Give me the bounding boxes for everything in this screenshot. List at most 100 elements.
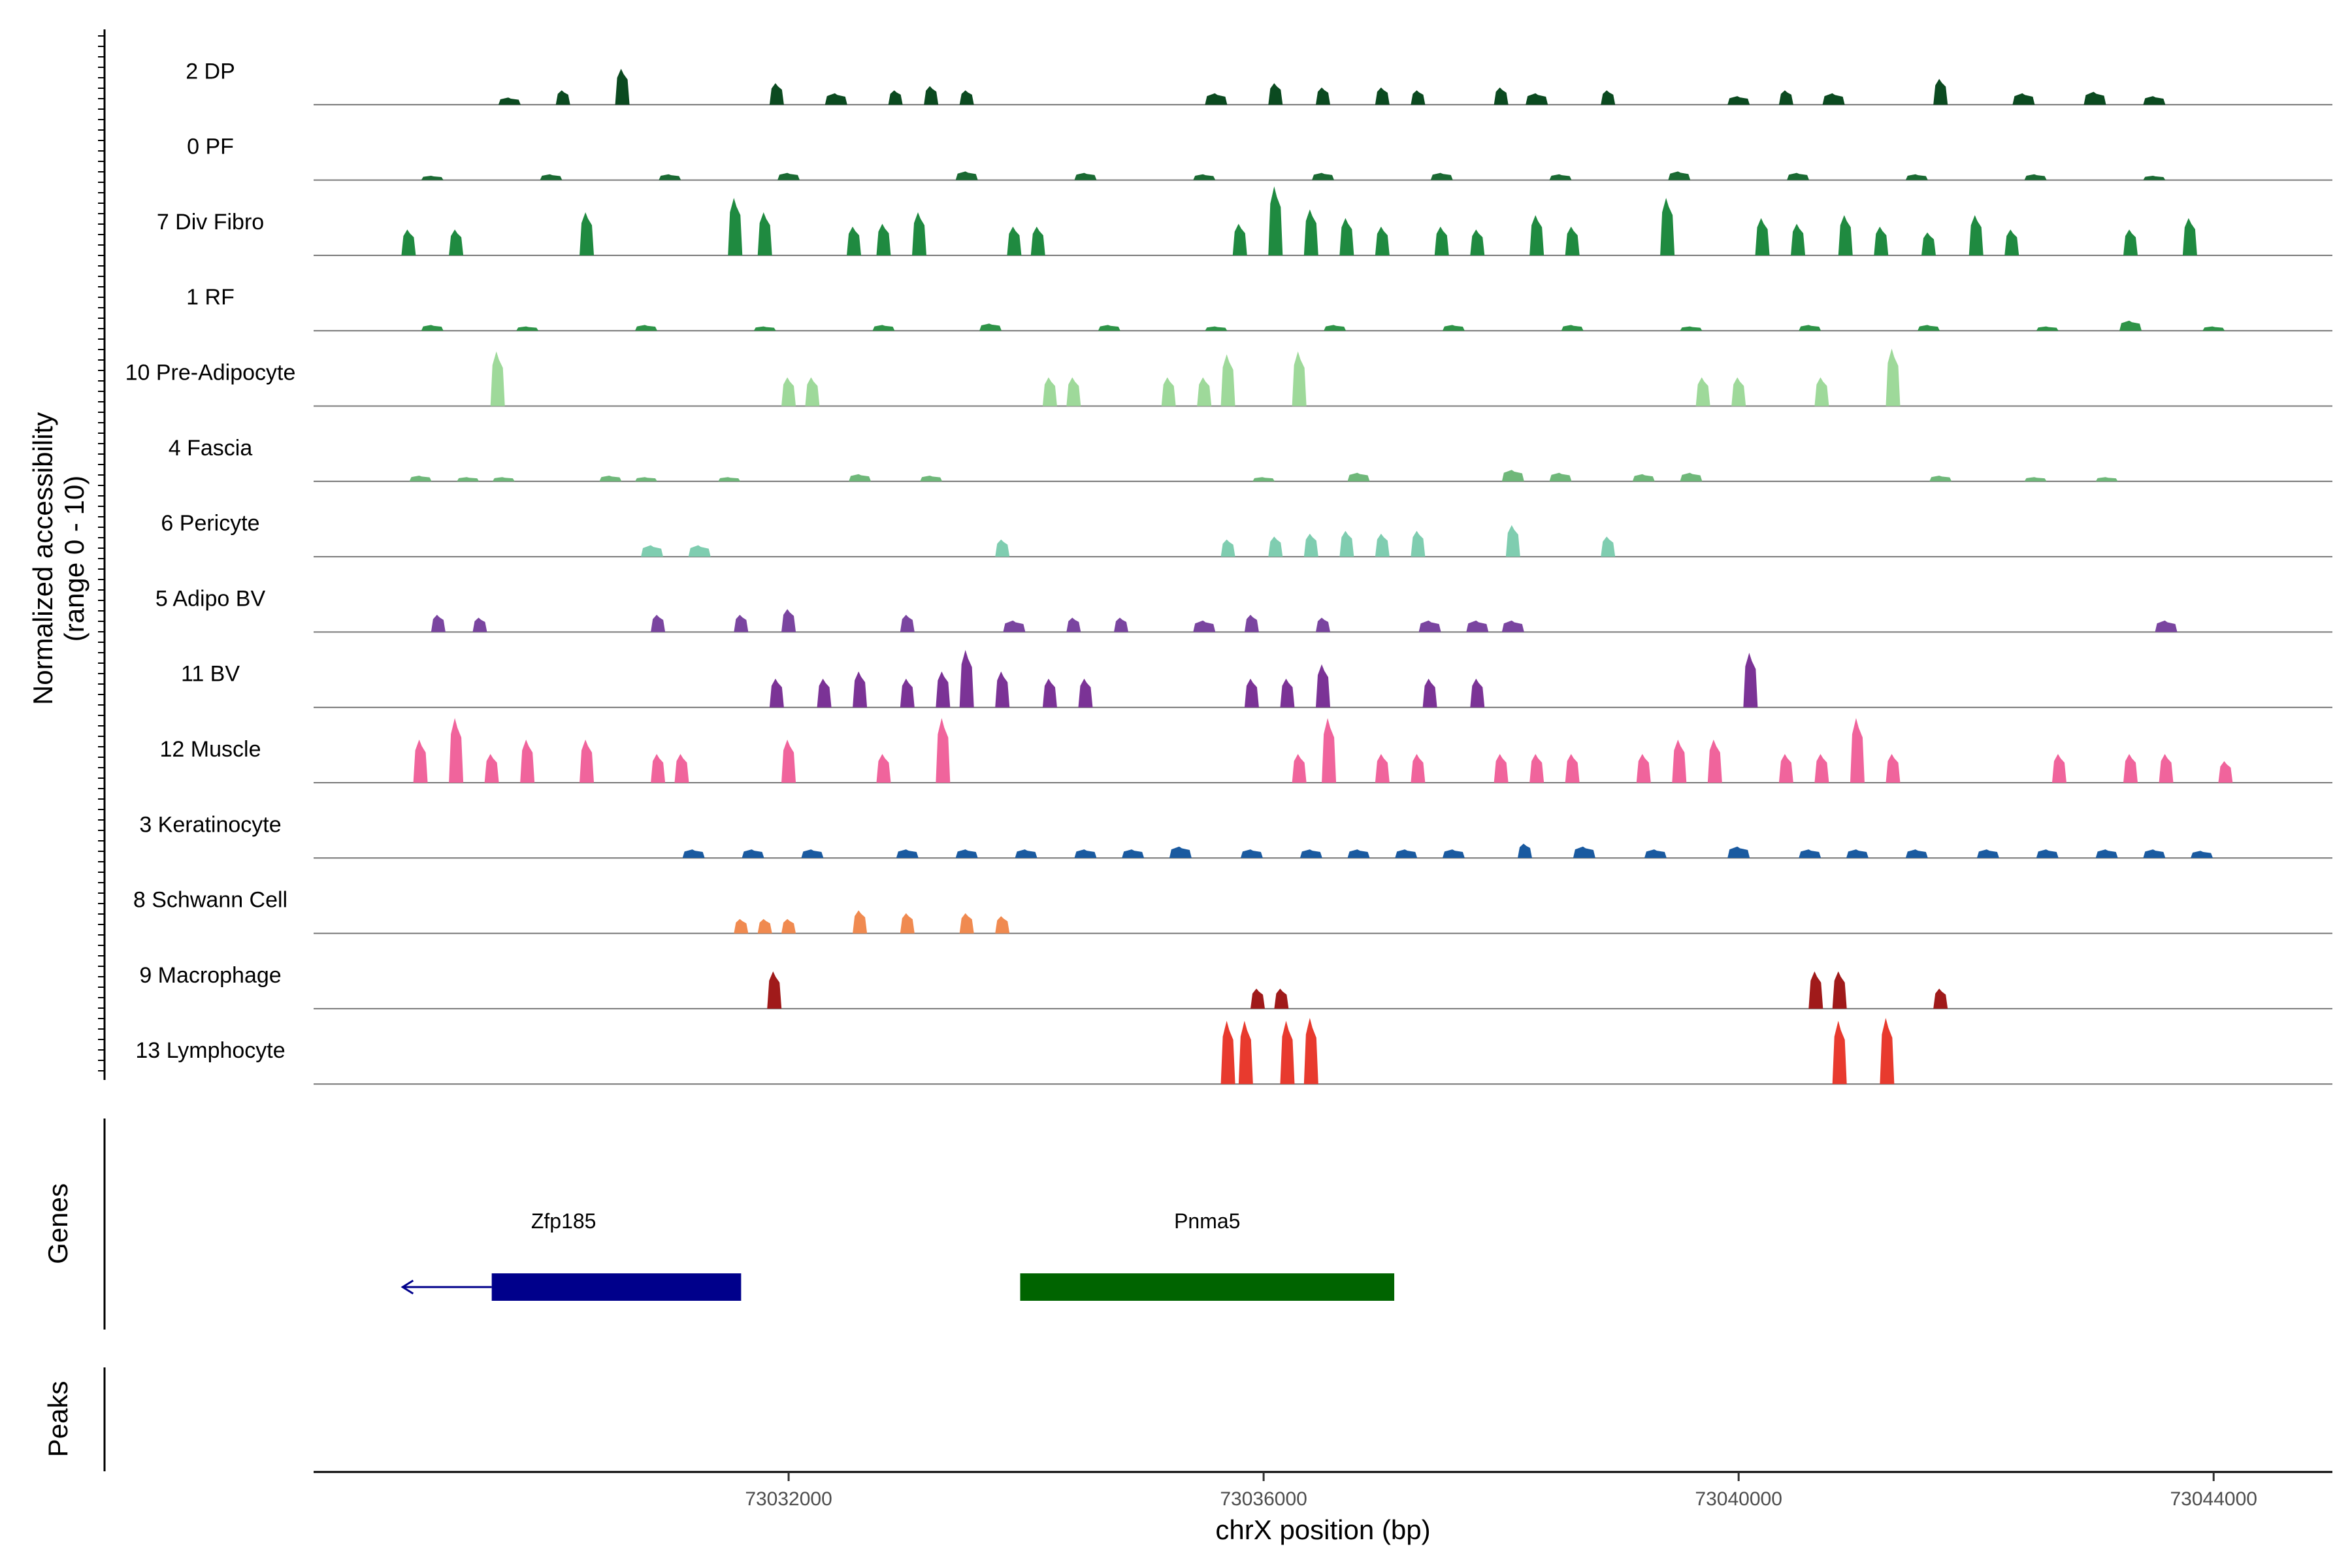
accessibility-peak (1636, 754, 1651, 783)
y-axis-title-line1: Normalized accessibility (27, 412, 58, 705)
accessibility-peak (1778, 754, 1793, 783)
accessibility-peak (457, 477, 480, 482)
accessibility-peak (767, 971, 782, 1009)
accessibility-peak (1731, 377, 1746, 406)
accessibility-peak (777, 172, 800, 180)
accessibility-peak (734, 615, 749, 632)
accessibility-peak (1015, 849, 1037, 858)
accessibility-peak (641, 545, 664, 557)
accessibility-peak (1193, 620, 1216, 632)
accessibility-peak (421, 176, 444, 180)
accessibility-peak (1078, 678, 1093, 708)
accessibility-peak (876, 223, 891, 255)
accessibility-peak (769, 678, 784, 708)
accessibility-peak (2024, 174, 2047, 180)
gene-zfp185: Zfp185 (400, 1209, 742, 1301)
accessibility-peak (753, 326, 776, 331)
accessibility-peak (1193, 174, 1216, 180)
accessibility-peak (580, 740, 595, 783)
track-label: 7 Div Fibro (157, 210, 264, 235)
accessibility-peak (1880, 1018, 1895, 1085)
accessibility-peak (492, 477, 515, 482)
accessibility-peak (1347, 849, 1370, 858)
accessibility-peak (781, 609, 796, 632)
accessibility-peak (1220, 354, 1235, 406)
accessibility-peak (2095, 477, 2118, 482)
x-tick-label: 73040000 (1695, 1488, 1782, 1510)
accessibility-peak (1505, 525, 1520, 557)
track-12-muscle: 12 Muscle (160, 718, 2332, 783)
accessibility-peak (2143, 96, 2166, 105)
accessibility-peak (1529, 215, 1544, 255)
accessibility-peak (781, 919, 796, 934)
accessibility-peak (805, 377, 820, 406)
accessibility-peak (413, 740, 428, 783)
accessibility-peak (1565, 226, 1580, 255)
accessibility-peak (1632, 474, 1655, 482)
track-13-lymphocyte: 13 Lymphocyte (135, 1018, 2332, 1085)
accessibility-peak (1549, 174, 1572, 180)
accessibility-peak (1268, 83, 1283, 105)
accessibility-peak (872, 325, 895, 331)
accessibility-peak (1799, 849, 1821, 858)
track-label: 12 Muscle (160, 737, 261, 762)
accessibility-peak (1316, 617, 1330, 632)
accessibility-peak (1918, 325, 1940, 331)
track-7-div-fibro: 7 Div Fibro (157, 186, 2332, 256)
accessibility-peak (825, 93, 847, 105)
accessibility-peak (1316, 664, 1330, 708)
track-label: 3 Keratinocyte (139, 812, 281, 837)
accessibility-peak (781, 377, 796, 406)
track-1-rf: 1 RF (186, 285, 2332, 332)
track-10-pre-adipocyte: 10 Pre-Adipocyte (125, 348, 2332, 407)
accessibility-peak (1601, 536, 1616, 557)
accessibility-peak (2012, 93, 2035, 105)
track-label: 2 DP (186, 59, 235, 84)
accessibility-peak (490, 351, 505, 406)
accessibility-peak (955, 171, 978, 180)
accessibility-peak (1292, 351, 1307, 406)
accessibility-peak (876, 754, 891, 783)
accessibility-peak (1252, 477, 1275, 482)
accessibility-peak (1411, 90, 1426, 105)
accessibility-peak (599, 476, 622, 482)
accessibility-peak (1066, 617, 1081, 632)
gene-label: Pnma5 (1174, 1209, 1240, 1233)
track-9-macrophage: 9 Macrophage (139, 963, 2332, 1009)
accessibility-peak (2143, 849, 2166, 858)
accessibility-peak (674, 754, 689, 783)
accessibility-peak (1066, 377, 1081, 406)
accessibility-peak (1220, 1021, 1235, 1085)
accessibility-peak (1442, 849, 1465, 858)
accessibility-peak (728, 197, 743, 255)
accessibility-peak (1250, 988, 1266, 1009)
accessibility-peak (769, 83, 784, 105)
accessibility-peak (1280, 678, 1295, 708)
accessibility-peak (781, 740, 796, 783)
accessibility-peak (1787, 172, 1810, 180)
accessibility-peak (1501, 470, 1524, 482)
accessibility-peak (1316, 87, 1330, 105)
accessibility-peak (2024, 477, 2047, 482)
accessibility-peak (1501, 620, 1524, 632)
accessibility-peak (1303, 209, 1318, 255)
accessibility-peak (1838, 215, 1853, 255)
accessibility-peak (1220, 539, 1235, 557)
accessibility-peak (1205, 93, 1228, 105)
accessibility-peak (484, 754, 499, 783)
accessibility-peak (1339, 531, 1354, 557)
accessibility-peak (1601, 90, 1616, 105)
gene-annotations: Zfp185 Pnma5 (400, 1209, 1395, 1301)
accessibility-peak (1114, 617, 1128, 632)
accessibility-peak (1549, 472, 1572, 482)
accessibility-peak (1470, 229, 1485, 255)
track-11-bv: 11 BV (181, 649, 2332, 708)
accessibility-peak (1808, 971, 1823, 1009)
accessibility-peak (2123, 754, 2138, 783)
accessibility-peak (1324, 325, 1347, 331)
accessibility-peak (1695, 377, 1710, 406)
accessibility-peak (1375, 87, 1390, 105)
y-axis-title: Normalized accessibility (range 0 - 10) (27, 412, 90, 705)
accessibility-peak (900, 678, 915, 708)
